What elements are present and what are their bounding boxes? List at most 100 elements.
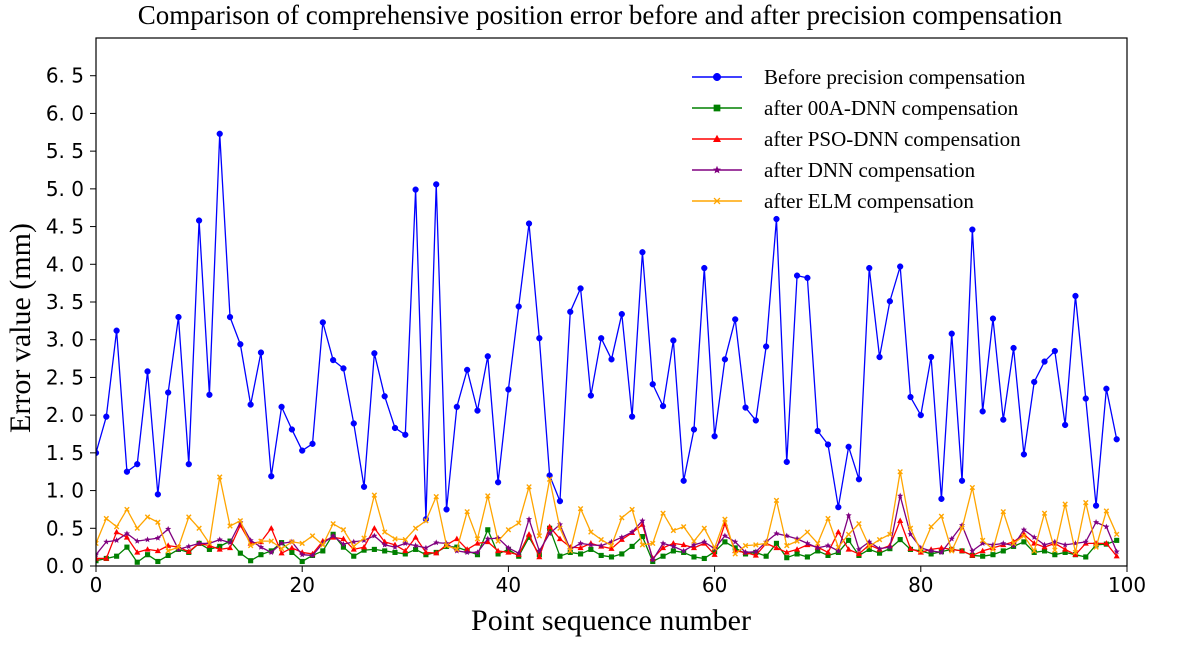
data-point	[814, 540, 821, 547]
data-point	[288, 544, 295, 551]
data-point	[1103, 385, 1110, 392]
data-point	[835, 547, 842, 554]
data-point	[195, 217, 203, 224]
data-point	[866, 543, 872, 550]
data-point	[134, 525, 140, 532]
data-point	[897, 537, 903, 543]
data-point	[1041, 510, 1048, 516]
data-point	[423, 518, 429, 524]
data-point	[124, 544, 130, 550]
data-point	[1113, 548, 1120, 555]
y-tick-label: 5. 0	[46, 177, 84, 201]
data-point	[948, 330, 955, 337]
legend-item-4: after DNN compensation	[692, 158, 976, 182]
data-point	[134, 537, 141, 544]
data-point	[825, 515, 831, 522]
data-point	[413, 546, 419, 552]
data-point	[1114, 537, 1120, 543]
data-point	[309, 552, 316, 559]
data-point	[989, 315, 997, 322]
data-point	[804, 554, 810, 560]
data-point	[248, 558, 254, 564]
data-point	[680, 477, 687, 484]
data-point	[1031, 378, 1038, 386]
data-point	[155, 519, 161, 525]
data-point	[681, 549, 687, 555]
legend: Before precision compensation after 00A-D…	[692, 65, 1026, 213]
plot-area	[96, 130, 1120, 565]
data-point	[206, 540, 213, 547]
data-point	[804, 274, 811, 281]
y-tick-label: 4. 0	[46, 252, 84, 276]
data-point	[299, 447, 306, 454]
data-point	[824, 542, 832, 549]
data-point	[258, 538, 264, 544]
data-point	[412, 542, 419, 549]
data-point	[567, 549, 573, 555]
data-point	[835, 544, 842, 550]
data-point	[443, 542, 450, 549]
data-point	[877, 550, 883, 556]
data-point	[103, 555, 110, 561]
data-point	[216, 474, 223, 480]
data-point	[114, 553, 120, 559]
data-point	[1020, 451, 1028, 458]
data-point	[464, 546, 471, 552]
data-point	[557, 525, 563, 532]
y-tick-label: 4. 5	[46, 215, 84, 239]
data-point	[319, 540, 326, 546]
data-point	[361, 547, 367, 553]
data-point	[598, 552, 604, 558]
data-point	[793, 272, 801, 279]
data-point	[154, 547, 161, 554]
data-point	[340, 527, 347, 533]
data-point	[505, 527, 512, 533]
y-tick-label: 2. 0	[46, 403, 84, 427]
data-point	[340, 544, 346, 550]
data-point	[381, 393, 388, 400]
data-point	[1000, 416, 1007, 423]
data-point	[773, 544, 780, 551]
data-point	[701, 525, 708, 532]
data-point	[722, 539, 728, 545]
data-point	[670, 543, 677, 549]
data-point	[639, 249, 646, 256]
data-point	[907, 393, 914, 401]
data-point	[969, 547, 976, 554]
data-point	[1010, 542, 1017, 549]
data-point	[887, 531, 893, 538]
data-point	[433, 549, 440, 556]
y-tick-label: 0. 0	[46, 554, 84, 578]
data-point	[103, 413, 110, 420]
data-point	[103, 515, 110, 522]
data-point	[1113, 552, 1120, 559]
data-point	[1031, 548, 1037, 554]
data-point	[340, 535, 347, 542]
data-point	[928, 524, 934, 530]
legend-label: after DNN compensation	[764, 158, 976, 182]
data-point	[485, 493, 491, 499]
y-tick-label: 1. 0	[46, 479, 84, 503]
data-point	[474, 549, 481, 556]
legend-label: Before precision compensation	[764, 65, 1026, 89]
data-point	[979, 540, 986, 546]
data-point	[453, 535, 460, 542]
data-point	[237, 550, 243, 556]
data-point	[474, 536, 481, 542]
data-point	[113, 537, 120, 543]
data-point	[113, 327, 120, 334]
data-point	[866, 546, 872, 552]
data-point	[206, 546, 212, 552]
data-point	[804, 529, 811, 535]
data-point	[670, 548, 676, 554]
data-point	[495, 538, 501, 544]
data-point	[948, 535, 955, 542]
data-point	[526, 484, 532, 490]
data-point	[464, 549, 471, 556]
data-point	[649, 381, 656, 388]
data-point	[278, 540, 285, 546]
data-point	[763, 553, 769, 559]
data-point	[175, 546, 182, 552]
data-point	[96, 555, 100, 561]
data-point	[639, 517, 646, 524]
